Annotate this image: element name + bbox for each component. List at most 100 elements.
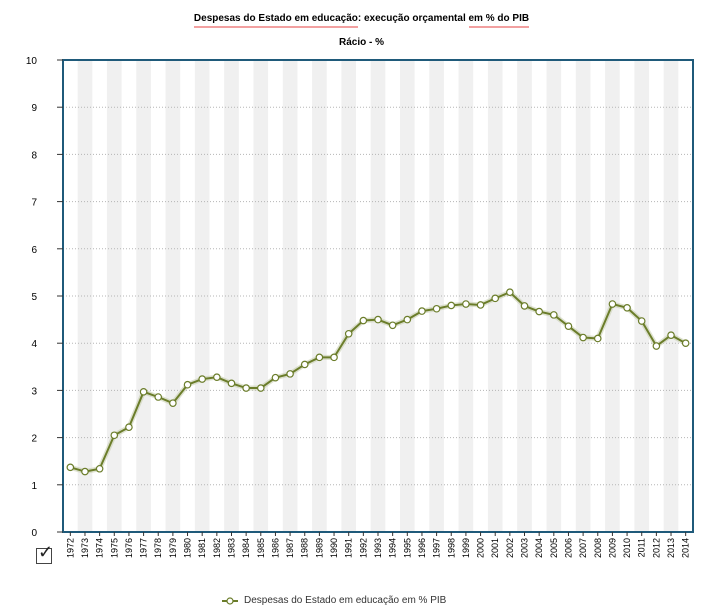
data-point[interactable]	[286, 370, 294, 378]
title-part-1: Despesas do Estado em educação	[193, 13, 358, 28]
title-part-2: : execução orçamental	[357, 13, 469, 24]
x-tick-label: 1974	[95, 538, 105, 558]
x-tick-label: 2013	[666, 538, 676, 558]
data-point[interactable]	[476, 301, 485, 309]
x-tick-label: 1988	[300, 538, 310, 558]
data-point[interactable]	[623, 303, 631, 312]
legend-label: Despesas do Estado em educação em % PIB	[244, 595, 447, 606]
data-point[interactable]	[169, 399, 177, 407]
data-point[interactable]	[139, 388, 148, 396]
x-tick-label: 1983	[226, 538, 236, 558]
data-point[interactable]	[227, 379, 236, 388]
x-tick-label: 1984	[241, 538, 251, 558]
x-tick-label: 1987	[285, 538, 295, 558]
y-tick-label: 0	[31, 528, 37, 539]
data-point[interactable]	[462, 300, 470, 308]
data-point[interactable]	[315, 353, 324, 362]
x-tick-label: 1979	[168, 538, 178, 558]
y-tick-label: 1	[31, 481, 37, 492]
x-tick-label: 2001	[490, 538, 500, 558]
x-tick-label: 1993	[373, 538, 383, 558]
x-tick-label: 1982	[212, 538, 222, 558]
data-point[interactable]	[359, 316, 368, 325]
x-tick-label: 1999	[461, 538, 471, 558]
data-point[interactable]	[579, 333, 587, 342]
x-tick-label: 2005	[549, 538, 559, 558]
x-tick-label: 1990	[329, 538, 339, 558]
data-point[interactable]	[681, 339, 690, 348]
data-point[interactable]	[667, 331, 675, 339]
column-band	[663, 60, 679, 532]
x-tick-label: 2002	[505, 538, 515, 558]
column-band	[312, 60, 327, 532]
data-point[interactable]	[491, 294, 500, 303]
data-point[interactable]	[154, 393, 163, 401]
data-point[interactable]	[183, 380, 192, 389]
data-point[interactable]	[300, 360, 309, 369]
x-tick-label: 1997	[432, 538, 442, 558]
data-point[interactable]	[403, 315, 412, 324]
x-tick-label: 1980	[183, 538, 193, 558]
x-tick-label: 2014	[681, 538, 691, 558]
chart-legend[interactable]: Despesas do Estado em educação em % PIB	[222, 595, 446, 606]
x-tick-label: 1977	[139, 538, 149, 558]
data-point[interactable]	[550, 311, 558, 319]
x-tick-label: 1978	[153, 538, 163, 558]
chart-title: Despesas do Estado em educação: execução…	[0, 13, 723, 28]
data-point[interactable]	[125, 423, 133, 432]
data-point[interactable]	[564, 322, 573, 331]
data-point[interactable]	[535, 307, 543, 316]
y-tick-label: 4	[31, 339, 37, 350]
data-point[interactable]	[520, 302, 529, 310]
x-tick-label: 1992	[358, 538, 368, 558]
y-tick-label: 10	[26, 56, 38, 67]
x-tick-label: 2003	[520, 538, 530, 558]
data-point[interactable]	[388, 321, 397, 330]
data-point[interactable]	[271, 373, 280, 382]
data-point[interactable]	[432, 304, 441, 313]
x-tick-label: 1981	[197, 538, 207, 558]
data-point[interactable]	[242, 384, 250, 392]
data-point[interactable]	[652, 342, 661, 350]
x-tick-label: 1986	[270, 538, 280, 558]
data-point[interactable]	[447, 301, 456, 310]
y-tick-label: 5	[31, 292, 37, 303]
x-tick-label: 1975	[109, 538, 119, 558]
column-band	[546, 60, 562, 532]
data-point[interactable]	[374, 315, 382, 324]
column-band	[517, 60, 532, 532]
x-tick-label: 1972	[65, 538, 75, 558]
data-point[interactable]	[506, 288, 514, 297]
x-tick-label: 1995	[402, 538, 412, 558]
checkmark-icon: ✓	[38, 542, 54, 562]
x-tick-label: 2012	[651, 538, 661, 558]
data-point[interactable]	[608, 300, 617, 308]
column-band	[165, 60, 181, 532]
data-point[interactable]	[66, 463, 75, 472]
x-tick-label: 2000	[476, 538, 486, 558]
title-part-3: em % do PIB	[468, 13, 530, 28]
data-point[interactable]	[593, 334, 602, 343]
data-point[interactable]	[110, 431, 119, 440]
data-point[interactable]	[330, 353, 338, 362]
data-point[interactable]	[198, 375, 206, 383]
data-point[interactable]	[81, 467, 89, 476]
x-tick-label: 2004	[534, 538, 544, 558]
data-point[interactable]	[418, 307, 426, 315]
y-tick-label: 3	[31, 386, 37, 397]
x-tick-label: 2009	[607, 538, 617, 558]
x-tick-label: 1996	[417, 538, 427, 558]
column-band	[282, 60, 298, 532]
data-point[interactable]	[95, 464, 104, 473]
x-tick-label: 1998	[446, 538, 456, 558]
data-point[interactable]	[213, 373, 221, 381]
x-tick-label: 2008	[593, 538, 603, 558]
column-band	[253, 60, 269, 532]
data-point[interactable]	[344, 329, 353, 338]
checkbox-toggle[interactable]: ✓	[36, 543, 53, 564]
data-point[interactable]	[637, 317, 646, 325]
data-point[interactable]	[256, 384, 265, 392]
x-tick-label: 1973	[80, 538, 90, 558]
column-band	[399, 60, 415, 532]
